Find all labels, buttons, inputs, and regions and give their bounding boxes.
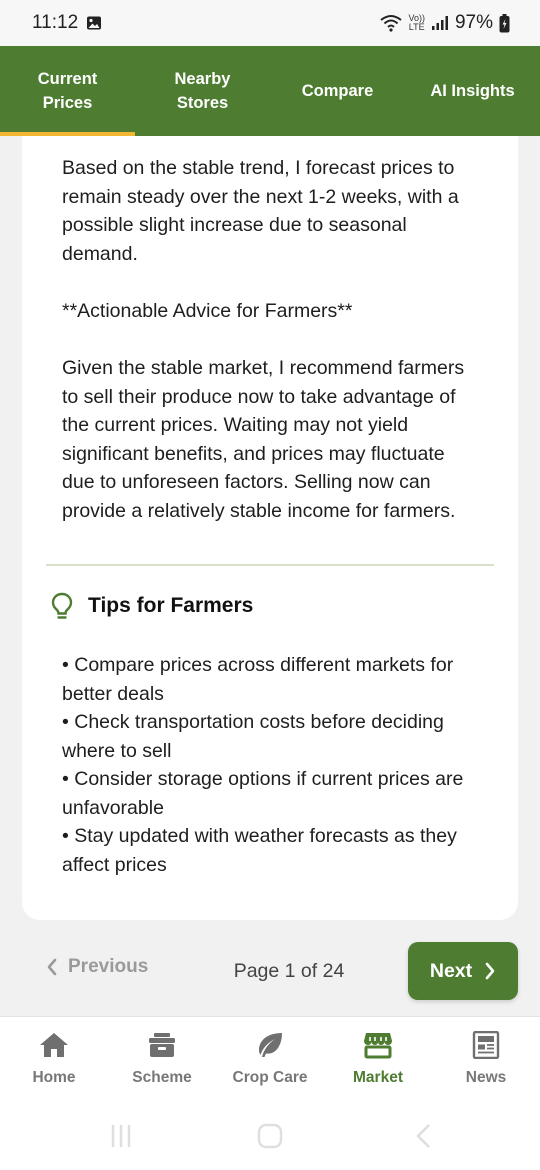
status-time: 11:12 (32, 12, 79, 33)
news-icon (472, 1031, 500, 1059)
nav-crop-care[interactable]: Crop Care (216, 1017, 324, 1112)
next-label: Next (429, 959, 473, 982)
tab-label: Compare (301, 82, 374, 100)
system-nav-bar (0, 1112, 540, 1170)
battery-icon (499, 13, 510, 32)
pagination: Previous Page 1 of 24 Next (0, 936, 540, 1006)
signal-icon (431, 16, 448, 30)
status-bar: 11:12 Vo)) LTE 97% (0, 0, 540, 46)
advice-heading: **Actionable Advice for Farmers** (62, 300, 353, 322)
scheme-icon (149, 1033, 175, 1057)
nav-label: Market (353, 1069, 403, 1086)
lte-label: LTE (408, 22, 425, 32)
nav-label: Scheme (132, 1069, 192, 1086)
status-right: Vo)) LTE 97% (380, 12, 510, 34)
tips-header: Tips for Farmers (50, 592, 253, 620)
leaf-icon (259, 1033, 282, 1057)
chevron-right-icon (485, 962, 495, 980)
image-notification-icon (87, 16, 102, 30)
status-left: 11:12 (32, 12, 102, 34)
recent-apps-icon[interactable] (108, 1123, 134, 1149)
nav-home[interactable]: Home (0, 1017, 108, 1112)
previous-button[interactable]: Previous (46, 956, 148, 978)
tab-label: Current Prices (37, 70, 98, 112)
lte-indicator: Vo)) LTE (408, 14, 425, 32)
tip-item: • Compare prices across different market… (62, 654, 454, 705)
nav-label: Home (32, 1069, 76, 1086)
next-button[interactable]: Next (408, 942, 518, 1000)
forecast-paragraph: Based on the stable trend, I forecast pr… (62, 157, 459, 265)
tab-label: Nearby Stores (174, 70, 231, 112)
tips-title: Tips for Farmers (88, 594, 254, 617)
insights-card: Based on the stable trend, I forecast pr… (22, 136, 518, 920)
page-indicator: Page 1 of 24 (233, 960, 345, 982)
lightbulb-icon (51, 592, 73, 619)
volte-label: Vo)) (408, 13, 425, 23)
tab-nearby-stores[interactable]: Nearby Stores (135, 46, 270, 136)
tip-item: • Consider storage options if current pr… (62, 768, 464, 819)
tab-label: AI Insights (430, 82, 515, 100)
store-icon (364, 1033, 392, 1059)
section-divider (46, 564, 494, 566)
nav-market[interactable]: Market (324, 1017, 432, 1112)
back-icon[interactable] (410, 1123, 436, 1149)
tab-compare[interactable]: Compare (270, 46, 405, 136)
tip-item: • Check transportation costs before deci… (62, 711, 444, 762)
nav-news[interactable]: News (432, 1017, 540, 1112)
previous-label: Previous (68, 956, 149, 977)
tab-ai-insights[interactable]: AI Insights (405, 46, 540, 136)
home-icon (40, 1033, 68, 1057)
wifi-icon (380, 15, 403, 32)
tip-item: • Stay updated with weather forecasts as… (62, 825, 457, 876)
advice-paragraph: Given the stable market, I recommend far… (62, 357, 465, 522)
chevron-left-icon (47, 958, 57, 976)
bottom-nav: Home Scheme Crop Care Market News (0, 1016, 540, 1112)
top-tab-bar: Current Prices Nearby Stores Compare AI … (0, 46, 540, 136)
nav-label: Crop Care (232, 1069, 308, 1086)
battery-percent: 97% (454, 12, 493, 33)
nav-scheme[interactable]: Scheme (108, 1017, 216, 1112)
nav-label: News (465, 1069, 507, 1086)
home-circle-icon[interactable] (257, 1123, 283, 1149)
tab-current-prices[interactable]: Current Prices (0, 46, 135, 136)
tips-list: • Compare prices across different market… (62, 651, 492, 879)
